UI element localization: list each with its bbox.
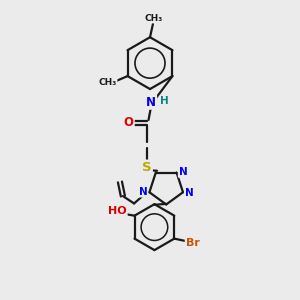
Text: CH₃: CH₃ — [98, 78, 117, 87]
Text: N: N — [185, 188, 194, 198]
Text: N: N — [179, 167, 188, 177]
Text: O: O — [124, 116, 134, 129]
Text: Br: Br — [186, 238, 200, 248]
Text: S: S — [142, 160, 152, 174]
Text: H: H — [160, 96, 169, 106]
Text: N: N — [146, 96, 156, 109]
Text: HO: HO — [108, 206, 127, 216]
Text: N: N — [139, 187, 147, 197]
Text: CH₃: CH₃ — [144, 14, 163, 22]
